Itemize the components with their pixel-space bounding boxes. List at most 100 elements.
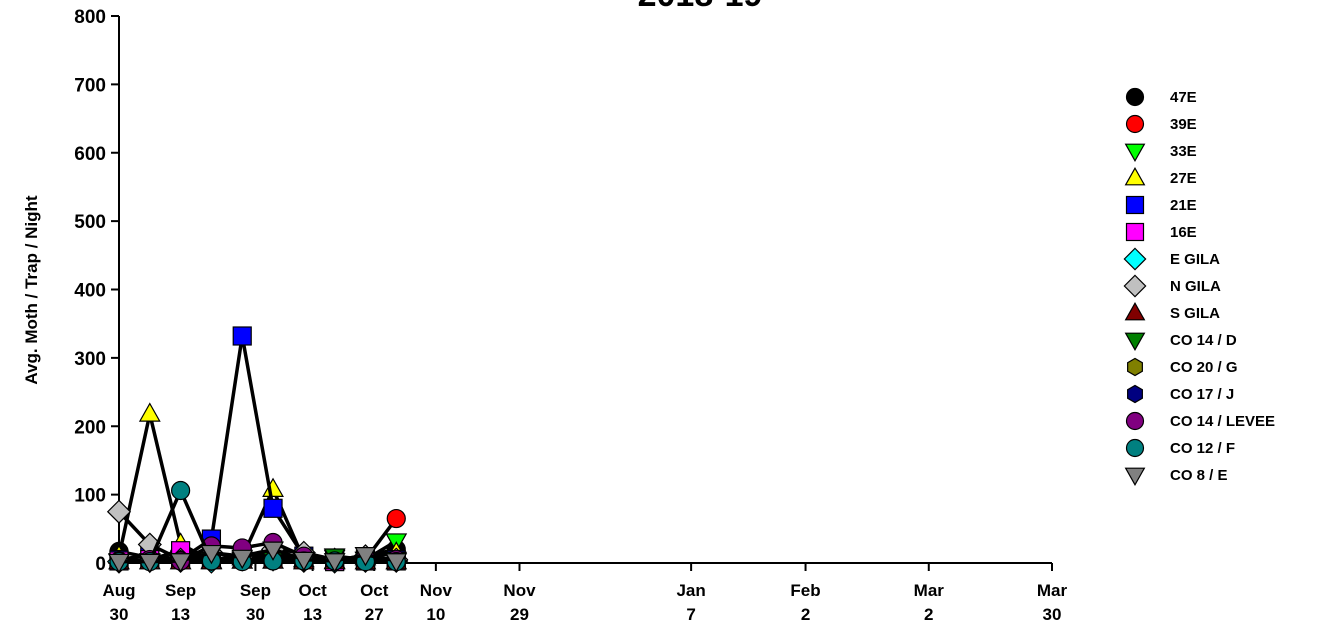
legend-marker — [1124, 467, 1146, 486]
x-tick-label: Oct — [298, 581, 327, 600]
legend-label: CO 12 / F — [1170, 440, 1235, 457]
data-point — [231, 549, 254, 570]
data-point — [200, 544, 223, 565]
legend-item: 47E — [1125, 87, 1197, 107]
data-point — [169, 553, 192, 573]
x-tick-label: 30 — [1043, 605, 1062, 624]
legend-marker — [1125, 411, 1145, 431]
series-line — [119, 547, 397, 564]
legend-item: 16E — [1125, 222, 1197, 242]
data-point — [232, 326, 252, 346]
legend-item: 39E — [1125, 114, 1197, 134]
x-tick-label: Nov — [503, 581, 536, 600]
data-point — [385, 553, 408, 573]
y-tick-label: 200 — [74, 417, 106, 438]
x-tick-label: Jan — [676, 581, 705, 600]
legend-label: 39E — [1170, 116, 1197, 133]
x-tick-label: Mar — [914, 581, 945, 600]
legend-item: 27E — [1124, 167, 1197, 187]
data-point — [262, 477, 284, 497]
legend-item: CO 20 / G — [1127, 357, 1238, 377]
legend-marker — [1125, 438, 1145, 458]
legend-marker — [1125, 195, 1145, 215]
axes: 0 100 200 300 400 500 600 700 800 Aug 30 Sep 13 Sep 30… — [74, 7, 1067, 624]
legend-marker — [1124, 167, 1146, 186]
legend-item: CO 8 / E — [1124, 467, 1228, 486]
legend-label: 21E — [1170, 197, 1197, 214]
x-tick-label: 2 — [924, 605, 933, 624]
y-axis-label: Avg. Moth / Trap / Night — [22, 195, 41, 385]
data-point — [323, 553, 346, 573]
y-tick-label: 600 — [74, 144, 106, 165]
y-tick-label: 400 — [74, 281, 106, 302]
legend-item: S GILA — [1124, 302, 1220, 322]
data-point — [138, 402, 161, 422]
data-point — [138, 553, 161, 574]
y-tick-label: 300 — [74, 349, 106, 370]
legend-marker — [1125, 87, 1145, 107]
legend-item: N GILA — [1123, 274, 1221, 298]
legend-label: CO 14 / D — [1170, 332, 1237, 349]
x-tick-label: 7 — [686, 605, 695, 624]
x-tick-label: Mar — [1037, 581, 1068, 600]
x-tick-label: 30 — [110, 605, 129, 624]
chart-title: 2018-19 — [638, 0, 763, 14]
series-line — [119, 488, 397, 564]
legend-marker — [1124, 332, 1146, 351]
legend-marker — [1127, 357, 1143, 377]
legend-label: 16E — [1170, 224, 1197, 241]
legend-item: CO 12 / F — [1125, 438, 1235, 458]
y-tick-label: 500 — [74, 212, 106, 233]
data-point — [292, 551, 315, 572]
legend-label: N GILA — [1170, 278, 1221, 295]
data-point — [386, 508, 406, 529]
legend-marker — [1123, 274, 1147, 298]
y-tick-label: 700 — [74, 75, 106, 96]
legend-marker — [1127, 384, 1143, 404]
legend-item: E GILA — [1123, 247, 1220, 271]
legend-item: CO 14 / LEVEE — [1125, 411, 1275, 431]
legend-item: CO 14 / D — [1124, 332, 1237, 351]
legend-label: S GILA — [1170, 305, 1220, 322]
legend-label: CO 20 / G — [1170, 359, 1238, 376]
legend-marker — [1124, 302, 1146, 321]
x-tick-label: Oct — [360, 581, 389, 600]
data-point — [263, 498, 283, 518]
y-tick-label: 800 — [74, 7, 106, 28]
legend-item: 21E — [1125, 195, 1197, 215]
legend-label: CO 8 / E — [1170, 467, 1228, 484]
legend-marker — [1123, 247, 1147, 271]
data-point — [171, 480, 191, 501]
y-tick-label: 100 — [74, 486, 106, 507]
legend-label: 47E — [1170, 89, 1197, 106]
legend-label: 33E — [1170, 143, 1197, 160]
legend: 47E 39E 33E 27E 21E 16E E GILA N GILA S GILA CO 1… — [1123, 87, 1275, 486]
y-tick-label: 0 — [95, 554, 106, 575]
legend-marker — [1125, 222, 1145, 242]
data-point — [106, 499, 132, 524]
x-tick-label: 27 — [365, 605, 384, 624]
legend-label: CO 14 / LEVEE — [1170, 413, 1275, 430]
legend-item: CO 17 / J — [1127, 384, 1234, 404]
legend-label: E GILA — [1170, 251, 1220, 268]
x-tick-label: Aug — [102, 581, 135, 600]
data-point — [262, 541, 284, 561]
x-tick-label: 2 — [801, 605, 810, 624]
legend-marker — [1124, 143, 1146, 162]
legend-label: CO 17 / J — [1170, 386, 1234, 403]
x-tick-label: Feb — [790, 581, 820, 600]
x-tick-label: Sep — [240, 581, 271, 600]
x-tick-label: 13 — [303, 605, 322, 624]
x-tick-label: Sep — [165, 581, 196, 600]
legend-marker — [1125, 114, 1145, 134]
x-tick-label: 29 — [510, 605, 529, 624]
x-tick-label: 10 — [426, 605, 445, 624]
data-point — [108, 553, 130, 574]
data-point — [354, 546, 377, 567]
x-tick-label: Nov — [420, 581, 453, 600]
series-layer — [106, 326, 409, 574]
series-21e — [109, 326, 406, 571]
series-co-8-e — [108, 541, 408, 574]
legend-item: 33E — [1124, 143, 1197, 162]
